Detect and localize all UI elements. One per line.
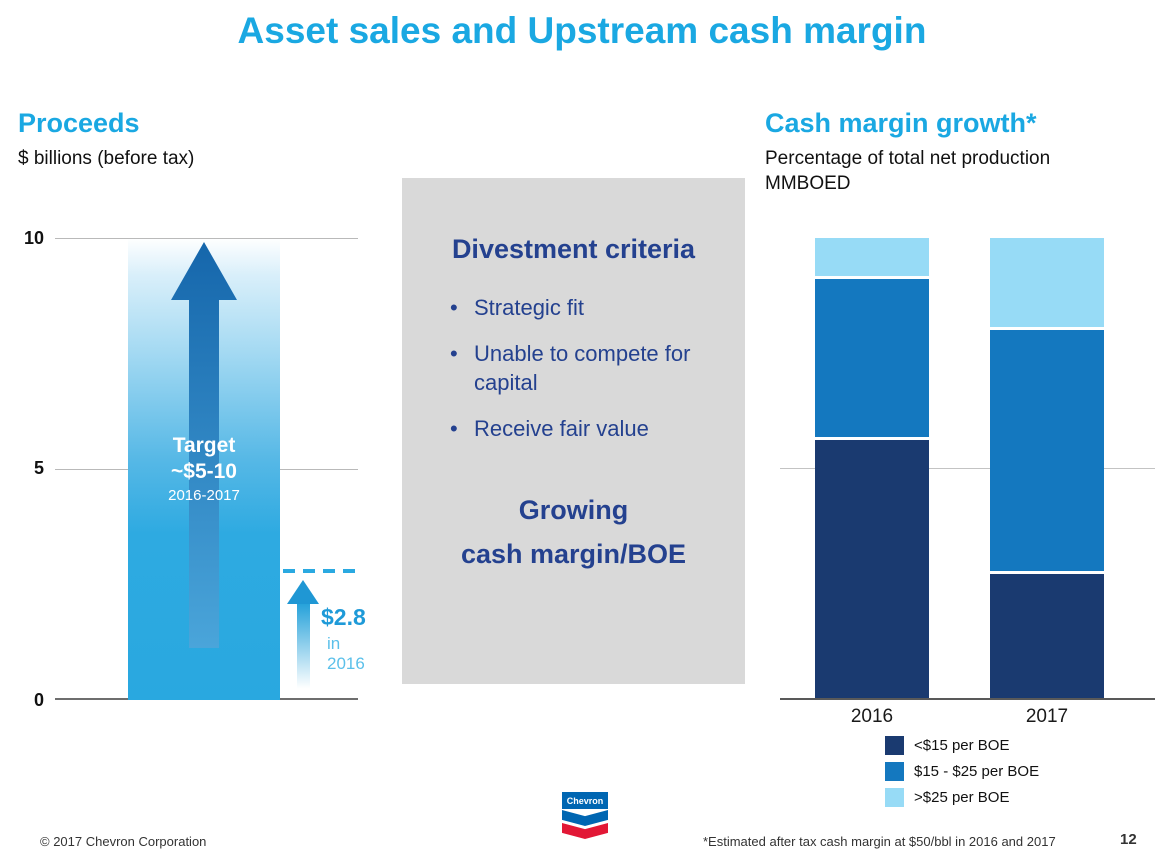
- cash-margin-subtitle-1: Percentage of total net production: [765, 148, 1051, 169]
- footnote-text: *Estimated after tax cash margin at $50/…: [703, 834, 1056, 849]
- target-value: ~$5-10: [171, 460, 237, 483]
- target-up-arrow-icon: [171, 242, 237, 648]
- criteria-bullet: Receive fair value: [450, 414, 717, 443]
- chevron-logo: Chevron: [562, 792, 608, 839]
- target-annotation: Target ~$5-10 2016-2017: [128, 434, 280, 504]
- target-label: Target: [172, 434, 236, 457]
- x-label-2016: 2016: [850, 706, 894, 727]
- legend: <$15 per BOE $15 - $25 per BOE >$25 per BO…: [885, 736, 1039, 814]
- bar-segment: [815, 440, 929, 698]
- actual-arrow-head-icon: [287, 580, 319, 605]
- legend-swatch: [885, 736, 904, 755]
- actual-year-label: in 2016: [327, 634, 365, 673]
- chevron-shape-red-icon: [562, 823, 608, 839]
- page-title: Asset sales and Upstream cash margin: [237, 10, 927, 51]
- target-years: 2016-2017: [168, 487, 240, 504]
- legend-swatch: [885, 788, 904, 807]
- bar-segment: [990, 573, 1104, 698]
- legend-item: $15 - $25 per BOE: [885, 762, 1039, 781]
- proceeds-target-bar: Target ~$5-10 2016-2017: [128, 238, 280, 700]
- actual-arrow-shaft: [296, 604, 310, 698]
- bar-segment: [815, 279, 929, 441]
- criteria-list: Strategic fit Unable to compete for capi…: [402, 293, 745, 443]
- x-axis-line: [780, 698, 1155, 700]
- y-tick-10: 10: [23, 228, 44, 248]
- actual-value-label: $2.8: [321, 604, 366, 630]
- y-tick-0: 0: [33, 690, 44, 710]
- legend-item: >$25 per BOE: [885, 788, 1039, 807]
- divestment-criteria-box: Divestment criteria Strategic fit Unable…: [402, 178, 745, 684]
- criteria-bullet: Strategic fit: [450, 293, 717, 322]
- legend-swatch: [885, 762, 904, 781]
- proceeds-header: Proceeds: [18, 108, 140, 138]
- stacked-bar: [815, 238, 929, 698]
- legend-item: <$15 per BOE: [885, 736, 1039, 755]
- actual-arrow: [287, 580, 319, 698]
- stacked-bar: [990, 238, 1104, 698]
- proceeds-chart: Target ~$5-10 2016-2017 $2.8 in 2016: [55, 238, 366, 700]
- cash-margin-subtitle-2: MMBOED: [765, 173, 851, 194]
- bar-segment: [815, 238, 929, 280]
- x-label-2017: 2017: [1025, 706, 1069, 727]
- page-number: 12: [1120, 831, 1137, 848]
- gridline-50pct: [780, 468, 1155, 469]
- proceeds-subtitle: $ billions (before tax): [18, 148, 195, 169]
- conclusion-line-1: Growing: [518, 495, 629, 526]
- criteria-bullet: Unable to compete for capital: [450, 339, 717, 397]
- conclusion-line-2: cash margin/BOE: [460, 539, 687, 570]
- bar-segment: [990, 238, 1104, 331]
- legend-label: >$25 per BOE: [914, 789, 1010, 806]
- legend-label: $15 - $25 per BOE: [914, 763, 1040, 780]
- criteria-heading: Divestment criteria: [451, 234, 696, 264]
- chevron-shape-blue-icon: [562, 810, 608, 826]
- cash-margin-chart: 2016 2017: [780, 238, 1155, 727]
- bar-segment: [990, 330, 1104, 574]
- chevron-logo-text: Chevron: [562, 792, 608, 809]
- y-tick-5: 5: [33, 458, 44, 478]
- dashed-target-line: [283, 568, 359, 573]
- legend-label: <$15 per BOE: [914, 737, 1010, 754]
- copyright-text: © 2017 Chevron Corporation: [40, 834, 207, 849]
- cash-margin-header: Cash margin growth*: [765, 108, 1037, 138]
